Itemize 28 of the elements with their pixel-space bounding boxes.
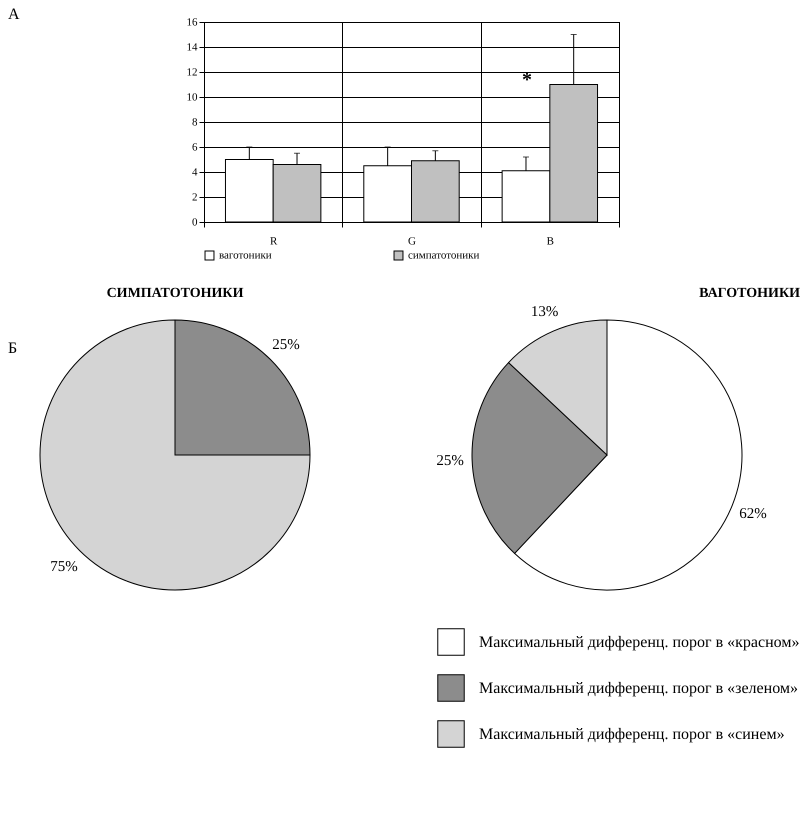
y-tick-label: 12 (186, 66, 197, 78)
data-label: 25% (436, 452, 464, 469)
legend-label: Максимальный дифференц. порог в «красном» (479, 634, 800, 651)
data-label: 25% (272, 336, 300, 353)
pie-slice (40, 320, 310, 590)
text: Б (8, 340, 18, 358)
text: А (8, 6, 20, 24)
legend-label: Максимальный дифференц. порог в «синем» (479, 726, 785, 743)
y-tick-label: 4 (192, 166, 198, 178)
y-tick-label: 16 (186, 16, 198, 28)
chart-title: ВАГОТОНИКИ (699, 286, 800, 301)
data-label: 75% (50, 559, 78, 576)
y-tick-label: 14 (186, 42, 198, 54)
data-label: 62% (739, 506, 767, 522)
x-tick-label: B (546, 236, 554, 248)
y-tick-label: 0 (192, 216, 198, 228)
data-label: 13% (530, 304, 558, 320)
y-tick-label: 2 (192, 192, 197, 204)
x-tick-label: G (408, 236, 416, 248)
y-tick-label: 10 (186, 92, 198, 104)
x-tick-label: R (269, 236, 278, 248)
annotation: * (522, 69, 532, 91)
y-tick-label: 8 (192, 116, 198, 128)
y-tick-label: 6 (192, 142, 198, 154)
legend-label: Максимальный дифференц. порог в «зеленом» (479, 680, 798, 697)
legend-label: симпатотоники (408, 250, 480, 262)
chart-title: СИМПАТОТОНИКИ (106, 286, 244, 301)
legend-label: ваготоники (218, 250, 272, 262)
